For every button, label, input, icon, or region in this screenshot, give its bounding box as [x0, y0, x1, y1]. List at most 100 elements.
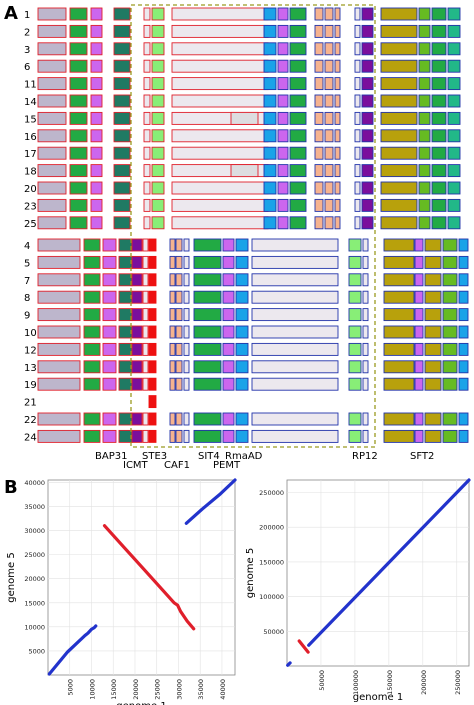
gene-block	[431, 181, 447, 195]
gene-block	[142, 325, 149, 339]
gene-block	[37, 24, 67, 38]
gene-block	[447, 24, 461, 38]
gene-block	[314, 7, 324, 21]
dot-series	[47, 624, 98, 676]
gene-block	[175, 308, 183, 322]
gene-block	[354, 146, 361, 160]
gene-block	[37, 412, 81, 426]
gene-block	[383, 360, 415, 374]
gene-block	[362, 238, 369, 252]
gene-block	[235, 377, 249, 391]
gene-block	[424, 273, 442, 287]
gene-block	[354, 77, 361, 91]
gene-block	[431, 216, 447, 230]
gene-block	[143, 129, 151, 143]
gene-block	[143, 94, 151, 108]
gene-block	[314, 216, 324, 230]
gene-block	[171, 24, 269, 38]
gene-block	[151, 42, 165, 56]
gene-block	[143, 24, 151, 38]
gene-block	[418, 181, 431, 195]
y-tick-label: 100000	[259, 593, 284, 601]
gene-block	[361, 42, 374, 56]
gene-block	[90, 111, 103, 125]
gene-block	[447, 59, 461, 73]
gene-block	[324, 216, 334, 230]
gene-block	[251, 360, 339, 374]
gene-block	[289, 164, 307, 178]
gene-label-pemt: PEMT	[213, 460, 241, 471]
gene-block	[142, 238, 149, 252]
gene-block	[102, 238, 117, 252]
gene-block	[361, 129, 374, 143]
gene-block	[69, 77, 88, 91]
gene-block	[169, 255, 176, 269]
gene-block	[69, 129, 88, 143]
row-label: 18	[24, 167, 37, 178]
gene-block	[383, 273, 415, 287]
gene-block	[102, 273, 117, 287]
gene-block	[235, 308, 249, 322]
gene-block	[193, 255, 222, 269]
row-label: 6	[24, 62, 30, 73]
gene-block	[447, 164, 461, 178]
gene-block	[37, 111, 67, 125]
gene-block	[113, 24, 131, 38]
gene-block	[334, 111, 341, 125]
gene-block	[442, 412, 458, 426]
gene-block	[183, 255, 190, 269]
gene-block	[424, 325, 442, 339]
gene-block	[289, 181, 307, 195]
row-label: 8	[24, 293, 30, 304]
gene-block	[277, 24, 289, 38]
gene-block	[222, 342, 235, 356]
gene-block	[251, 377, 339, 391]
gene-block	[424, 342, 442, 356]
gene-block	[37, 308, 81, 322]
gene-block	[183, 342, 190, 356]
gene-block	[348, 342, 362, 356]
gene-block	[183, 308, 190, 322]
gene-block	[142, 360, 149, 374]
gene-block	[148, 325, 157, 339]
gene-block	[142, 412, 149, 426]
gene-block	[113, 7, 131, 21]
gene-block	[431, 146, 447, 160]
gene-block	[418, 42, 431, 56]
gene-block	[131, 360, 143, 374]
gene-block	[131, 342, 143, 356]
gene-block	[442, 342, 458, 356]
gene-block	[148, 308, 157, 322]
gene-block	[354, 94, 361, 108]
gene-block	[362, 255, 369, 269]
gene-block	[380, 216, 418, 230]
gene-block	[113, 42, 131, 56]
gene-block	[142, 255, 149, 269]
gene-block	[90, 24, 103, 38]
gene-block	[289, 7, 307, 21]
gene-block	[235, 342, 249, 356]
gene-block	[380, 181, 418, 195]
gene-block	[314, 42, 324, 56]
gene-block	[131, 255, 143, 269]
gene-block	[348, 308, 362, 322]
gene-block	[447, 146, 461, 160]
gene-block	[289, 24, 307, 38]
gene-block	[183, 360, 190, 374]
gene-block	[222, 377, 235, 391]
gene-block	[251, 325, 339, 339]
row-label: 4	[24, 241, 30, 252]
gene-block	[37, 325, 81, 339]
gene-block	[169, 377, 176, 391]
y-tick-label: 10000	[24, 623, 45, 631]
x-axis-label: genome 1	[353, 692, 403, 703]
gene-block	[362, 273, 369, 287]
gene-block	[263, 111, 277, 125]
gene-block	[37, 164, 67, 178]
gene-block	[251, 290, 339, 304]
gene-block	[424, 412, 442, 426]
x-axis-label: genome 1	[116, 701, 166, 705]
gene-block	[235, 325, 249, 339]
gene-block	[83, 377, 101, 391]
gene-block	[37, 94, 67, 108]
